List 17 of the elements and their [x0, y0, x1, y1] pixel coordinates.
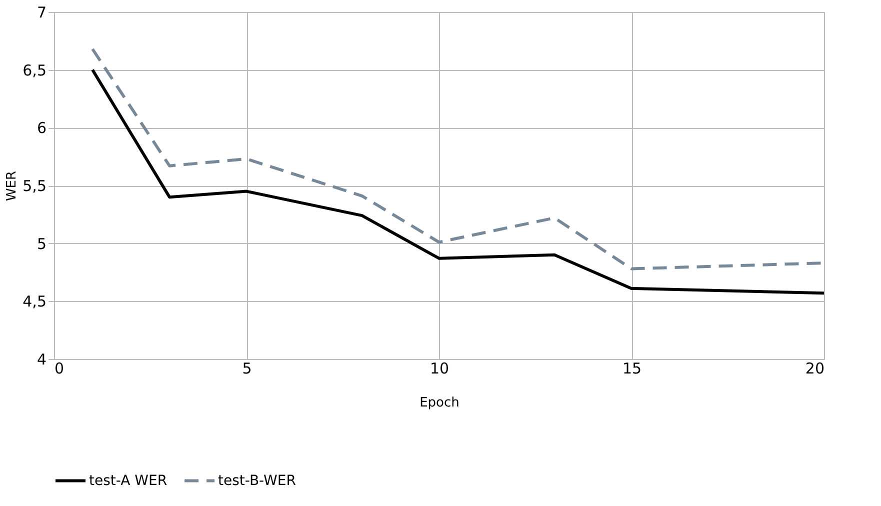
- legend-label: test-A WER: [89, 472, 168, 489]
- line-series: [91, 68, 826, 295]
- x-tick-label: 10: [430, 360, 450, 378]
- x-tick-label: 15: [622, 360, 642, 378]
- y-tick-label: 7: [36, 4, 46, 22]
- x-tick-label: 20: [805, 360, 824, 378]
- x-tick-label: 0: [54, 360, 64, 378]
- x-axis-title: Epoch: [420, 396, 460, 410]
- y-tick-label: 5,5: [22, 177, 46, 195]
- legend-label: test-B-WER: [218, 472, 296, 489]
- y-tick-label: 4,5: [22, 292, 46, 311]
- y-tick-label: 5: [36, 234, 46, 253]
- y-tick-label: 6,5: [22, 61, 46, 80]
- x-tick-label: 5: [242, 360, 252, 378]
- y-tick-label: 4: [36, 350, 46, 368]
- y-tick-label: 6: [36, 119, 46, 138]
- y-axis-title: WER: [4, 170, 20, 202]
